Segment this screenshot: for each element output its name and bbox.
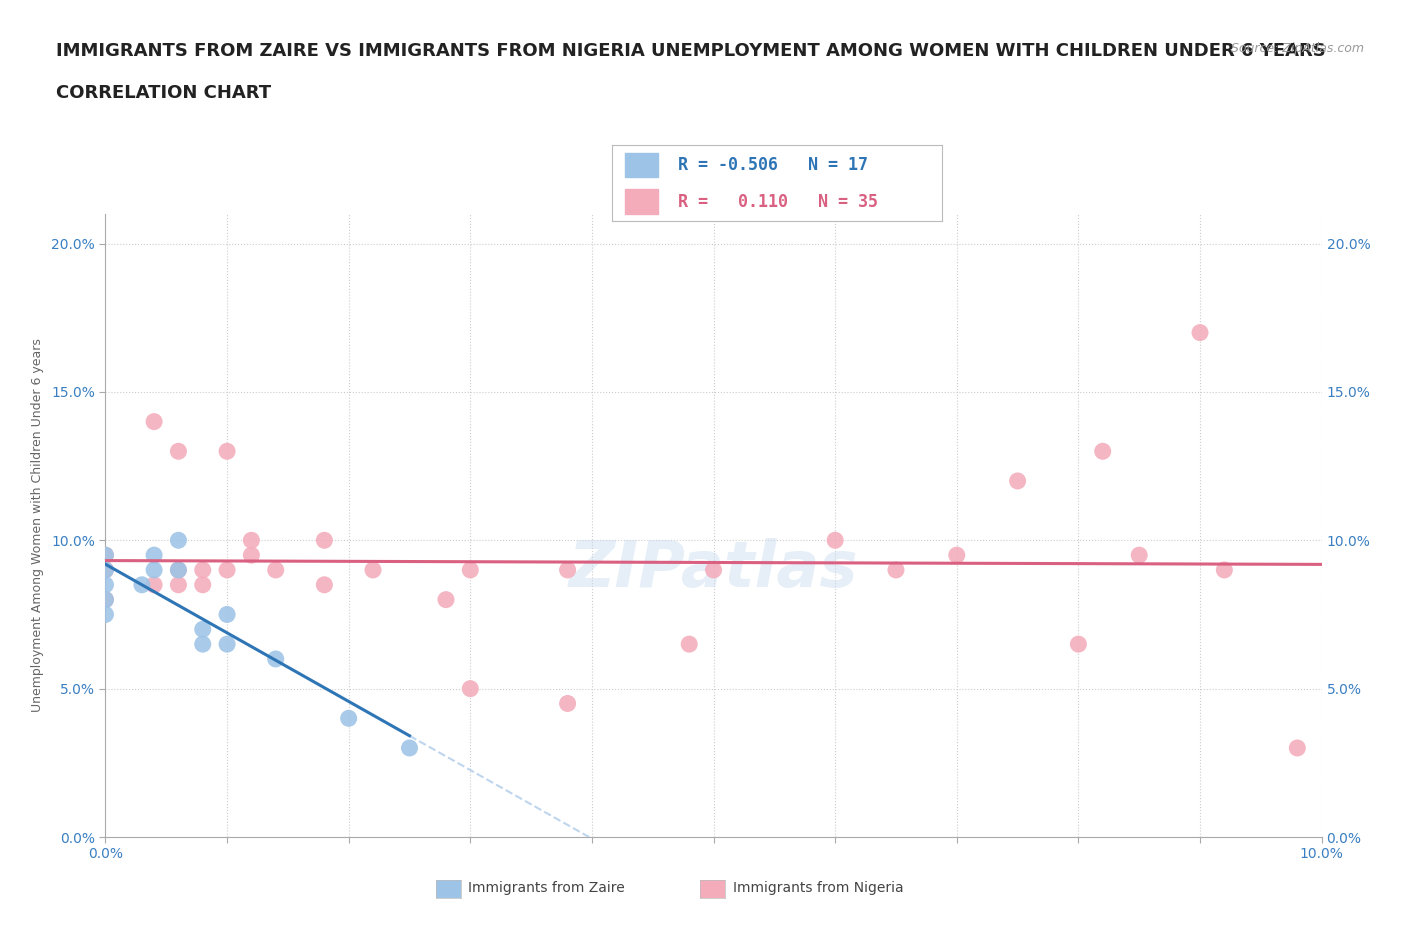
Point	[1286, 740, 1309, 755]
Point	[94, 592, 117, 607]
Point	[143, 548, 166, 563]
Point	[1007, 473, 1029, 488]
Point	[131, 578, 153, 592]
Point	[167, 563, 190, 578]
Point	[557, 696, 579, 711]
Point	[94, 563, 117, 578]
Point	[314, 533, 336, 548]
Point	[337, 711, 360, 725]
Point	[264, 563, 287, 578]
Point	[1067, 637, 1090, 652]
Point	[94, 563, 117, 578]
Point	[1091, 444, 1114, 458]
Point	[945, 548, 967, 563]
Point	[143, 414, 166, 429]
Text: Immigrants from Nigeria: Immigrants from Nigeria	[733, 881, 903, 896]
Point	[1128, 548, 1150, 563]
Y-axis label: Unemployment Among Women with Children Under 6 years: Unemployment Among Women with Children U…	[31, 339, 44, 712]
Point	[191, 563, 214, 578]
Point	[167, 578, 190, 592]
Point	[167, 444, 190, 458]
Point	[264, 652, 287, 667]
Point	[167, 533, 190, 548]
Text: Immigrants from Zaire: Immigrants from Zaire	[468, 881, 624, 896]
Point	[702, 563, 725, 578]
Point	[217, 563, 239, 578]
Point	[191, 578, 214, 592]
Text: Source: ZipAtlas.com: Source: ZipAtlas.com	[1230, 42, 1364, 55]
Point	[217, 607, 239, 622]
Point	[884, 563, 907, 578]
Point	[314, 578, 336, 592]
Point	[557, 563, 579, 578]
Point	[434, 592, 457, 607]
Text: CORRELATION CHART: CORRELATION CHART	[56, 84, 271, 101]
Point	[361, 563, 384, 578]
Point	[458, 681, 481, 696]
Point	[240, 548, 263, 563]
Point	[143, 563, 166, 578]
Point	[824, 533, 846, 548]
Point	[217, 444, 239, 458]
Text: R = -0.506   N = 17: R = -0.506 N = 17	[678, 156, 868, 174]
Point	[240, 533, 263, 548]
Point	[191, 622, 214, 637]
Bar	[624, 153, 658, 177]
Point	[94, 548, 117, 563]
Point	[458, 563, 481, 578]
Point	[94, 578, 117, 592]
Text: ZIPatlas: ZIPatlas	[569, 538, 858, 600]
Point	[191, 637, 214, 652]
Point	[1213, 563, 1236, 578]
Point	[1188, 326, 1211, 340]
Text: R =   0.110   N = 35: R = 0.110 N = 35	[678, 193, 877, 210]
Point	[678, 637, 700, 652]
Point	[167, 563, 190, 578]
Bar	[624, 190, 658, 214]
Point	[143, 578, 166, 592]
Text: IMMIGRANTS FROM ZAIRE VS IMMIGRANTS FROM NIGERIA UNEMPLOYMENT AMONG WOMEN WITH C: IMMIGRANTS FROM ZAIRE VS IMMIGRANTS FROM…	[56, 42, 1326, 60]
Point	[94, 548, 117, 563]
Point	[217, 637, 239, 652]
Point	[398, 740, 420, 755]
Point	[94, 607, 117, 622]
Point	[94, 592, 117, 607]
